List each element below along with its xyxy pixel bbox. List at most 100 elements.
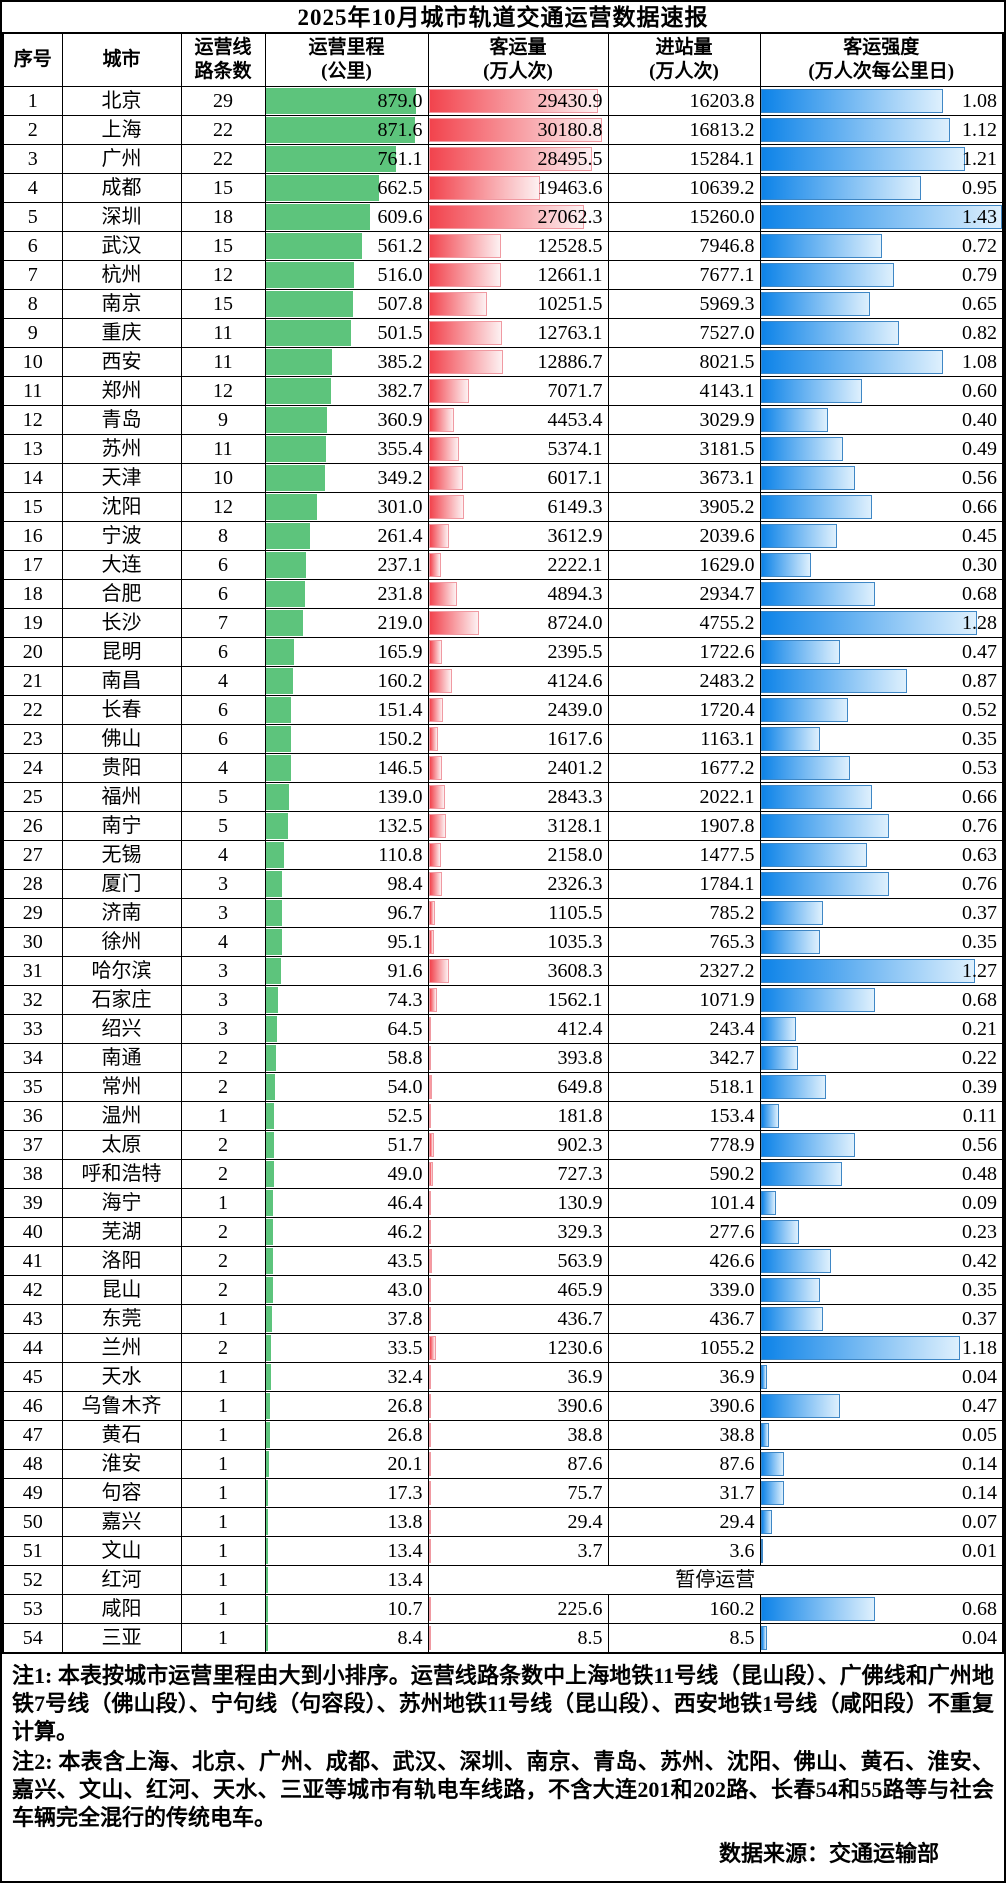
intensity-cell: 0.39	[759, 1072, 1004, 1102]
city-cell: 上海	[61, 115, 182, 145]
table-row: 5 深圳 18 609.6 27062.3 15260.0 1.43	[2, 202, 1004, 232]
volume-value: 27062.3	[537, 206, 603, 228]
volume-value: 225.6	[557, 1598, 603, 1620]
entries-cell: 1722.6	[607, 637, 761, 667]
volume-bar	[429, 176, 541, 200]
volume-bar	[429, 1075, 433, 1099]
mileage-value: 871.6	[377, 119, 423, 141]
city-cell: 黄石	[61, 1420, 182, 1450]
mileage-cell: 8.4	[264, 1623, 429, 1654]
lines-cell: 4	[180, 927, 266, 957]
mileage-cell: 91.6	[264, 956, 429, 986]
entries-value: 1677.2	[699, 757, 755, 779]
volume-value: 4124.6	[547, 670, 603, 692]
entries-cell: 4143.1	[607, 376, 761, 406]
intensity-cell: 1.08	[759, 86, 1004, 116]
footnote-1: 注1: 本表按城市运营里程由大到小排序。运营线路条数中上海地铁11号线（昆山段）…	[12, 1663, 994, 1744]
lines-cell: 1	[180, 1478, 266, 1508]
footnotes: 注1: 本表按城市运营里程由大到小排序。运营线路条数中上海地铁11号线（昆山段）…	[2, 1662, 1004, 1832]
seq-cell: 36	[2, 1101, 63, 1131]
mileage-value: 761.1	[377, 148, 423, 170]
lines-cell: 2	[180, 1159, 266, 1189]
entries-cell: 1720.4	[607, 695, 761, 725]
mileage-value: 10.7	[387, 1598, 423, 1620]
volume-value: 12528.5	[537, 235, 603, 257]
mileage-cell: 49.0	[264, 1159, 429, 1189]
table-row: 50 嘉兴 1 13.8 29.4 29.4 0.07	[2, 1507, 1004, 1537]
mileage-value: 13.4	[387, 1540, 423, 1562]
seq-cell: 54	[2, 1623, 63, 1654]
mileage-bar	[266, 639, 294, 665]
city-cell: 重庆	[61, 318, 182, 348]
volume-value: 36.9	[567, 1366, 603, 1388]
intensity-bar	[761, 1307, 823, 1331]
intensity-cell: 0.07	[759, 1507, 1004, 1537]
intensity-value: 1.43	[962, 206, 997, 228]
mileage-cell: 13.4	[264, 1565, 429, 1595]
table-row: 34 南通 2 58.8 393.8 342.7 0.22	[2, 1043, 1004, 1073]
entries-value: 778.9	[709, 1134, 755, 1156]
mileage-bar	[266, 726, 292, 752]
seq-cell: 14	[2, 463, 63, 493]
mileage-bar	[266, 1219, 274, 1245]
volume-cell: 87.6	[427, 1449, 609, 1479]
intensity-value: 0.45	[962, 525, 997, 547]
intensity-cell: 0.42	[759, 1246, 1004, 1276]
city-cell: 兰州	[61, 1333, 182, 1363]
table-row: 11 郑州 12 382.7 7071.7 4143.1 0.60	[2, 376, 1004, 406]
mileage-bar	[266, 842, 285, 868]
lines-cell: 7	[180, 608, 266, 638]
table-row: 51 文山 1 13.4 3.7 3.6 0.01	[2, 1536, 1004, 1566]
intensity-bar	[761, 205, 1002, 229]
city-cell: 南通	[61, 1043, 182, 1073]
city-cell: 无锡	[61, 840, 182, 870]
volume-value: 8724.0	[547, 612, 603, 634]
mileage-cell: 74.3	[264, 985, 429, 1015]
volume-value: 1617.6	[547, 728, 603, 750]
intensity-cell: 0.14	[759, 1449, 1004, 1479]
intensity-bar	[761, 1162, 842, 1186]
mileage-bar	[266, 1567, 268, 1593]
seq-cell: 30	[2, 927, 63, 957]
intensity-value: 0.95	[962, 177, 997, 199]
header-intensity: 客运强度 (万人次每公里日)	[759, 32, 1004, 87]
volume-value: 29430.9	[537, 90, 603, 112]
volume-cell: 30180.8	[427, 115, 609, 145]
intensity-bar	[761, 698, 849, 722]
intensity-value: 0.48	[962, 1163, 997, 1185]
mileage-value: 46.4	[387, 1192, 423, 1214]
intensity-cell: 0.65	[759, 289, 1004, 319]
mileage-cell: 150.2	[264, 724, 429, 754]
intensity-cell: 1.08	[759, 347, 1004, 377]
entries-cell: 2327.2	[607, 956, 761, 986]
city-cell: 西安	[61, 347, 182, 377]
intensity-value: 0.65	[962, 293, 997, 315]
mileage-bar	[266, 465, 326, 491]
city-cell: 东莞	[61, 1304, 182, 1334]
volume-bar	[429, 698, 443, 722]
intensity-cell: 0.23	[759, 1217, 1004, 1247]
intensity-value: 0.76	[962, 873, 997, 895]
mileage-cell: 43.5	[264, 1246, 429, 1276]
volume-cell: 727.3	[427, 1159, 609, 1189]
mileage-value: 385.2	[377, 351, 423, 373]
volume-bar	[429, 1278, 432, 1302]
entries-value: 426.6	[709, 1250, 755, 1272]
intensity-bar	[761, 785, 872, 809]
volume-value: 2843.3	[547, 786, 603, 808]
mileage-value: 43.5	[387, 1250, 423, 1272]
intensity-value: 0.30	[962, 554, 997, 576]
city-cell: 昆山	[61, 1275, 182, 1305]
volume-cell: 3128.1	[427, 811, 609, 841]
intensity-cell: 0.21	[759, 1014, 1004, 1044]
volume-value: 1035.3	[547, 931, 603, 953]
volume-bar	[429, 1539, 431, 1563]
volume-cell: 225.6	[427, 1594, 609, 1624]
intensity-value: 0.53	[962, 757, 997, 779]
entries-value: 4755.2	[699, 612, 755, 634]
table-row: 25 福州 5 139.0 2843.3 2022.1 0.66	[2, 782, 1004, 812]
intensity-cell: 0.87	[759, 666, 1004, 696]
intensity-bar	[761, 1365, 768, 1389]
mileage-cell: 231.8	[264, 579, 429, 609]
lines-cell: 2	[180, 1130, 266, 1160]
